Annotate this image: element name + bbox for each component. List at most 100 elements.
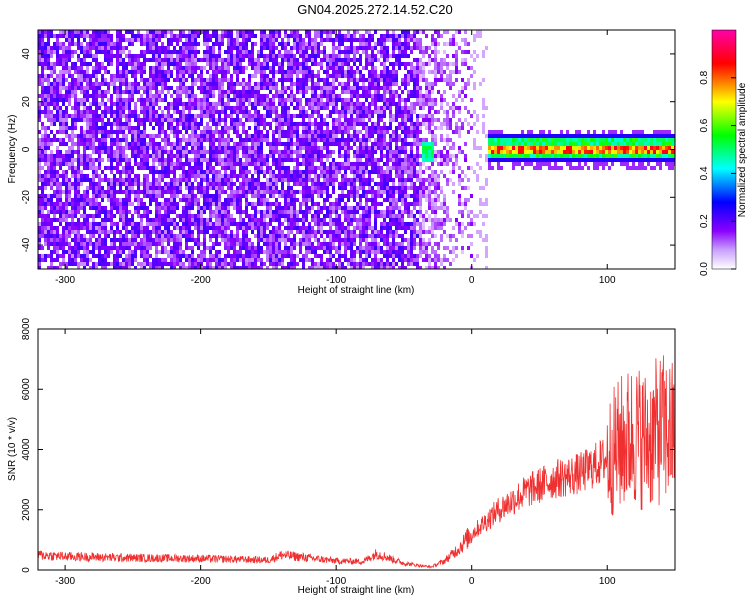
spectrogram-cell: [176, 102, 179, 106]
spectrogram-cell: [176, 162, 179, 166]
spectrogram-cell: [314, 106, 317, 110]
spectrogram-cell: [278, 254, 281, 258]
spectrogram-cell: [140, 150, 143, 154]
spectrogram-cell: [278, 66, 281, 70]
spectrogram-cell: [281, 222, 284, 226]
spectrogram-cell: [233, 70, 236, 74]
spectrogram-cell: [260, 150, 263, 154]
spectrogram-cell: [254, 34, 257, 38]
spectrogram-cell: [299, 66, 302, 70]
spectrogram-cell: [173, 134, 176, 138]
spectrogram-cell: [236, 70, 239, 74]
spectrogram-cell: [155, 38, 158, 42]
spectrogram-cell: [341, 146, 344, 150]
spectrogram-cell: [128, 230, 131, 234]
spectrogram-cell: [257, 242, 260, 246]
spectrogram-cell: [161, 266, 164, 269]
spectrogram-cell: [260, 82, 263, 86]
spectrogram-cell: [92, 250, 95, 254]
spectrogram-cell: [137, 182, 140, 186]
spectrogram-cell: [38, 234, 41, 238]
spectrogram-cell: [314, 142, 317, 146]
spectrogram-cell: [125, 198, 128, 202]
spectrogram-cell: [338, 58, 341, 62]
spectrogram-cell: [155, 134, 158, 138]
spectrogram-cell: [110, 162, 113, 166]
spectrogram-cell: [302, 50, 305, 54]
spectrogram-cell: [287, 226, 290, 230]
spectrogram-cell: [221, 190, 224, 194]
spectrogram-cell: [230, 174, 233, 178]
spectrogram-cell: [296, 170, 299, 174]
spectrogram-cell: [38, 166, 41, 170]
spectrogram-cell: [263, 230, 266, 234]
spectrogram-cell: [317, 206, 320, 210]
spectrogram-cell: [338, 94, 341, 98]
spectrogram-cell: [44, 234, 47, 238]
spectrogram-cell: [77, 114, 80, 118]
spectrogram-cell: [98, 166, 101, 170]
spectrogram-cell: [227, 242, 230, 246]
spectrogram-cell: [53, 162, 56, 166]
spectrogram-cell: [83, 234, 86, 238]
spectrogram-cell: [233, 238, 236, 242]
spectrogram-cell: [227, 30, 230, 34]
spectrogram-cell: [146, 234, 149, 238]
spectrogram-cell: [239, 34, 242, 38]
spectrogram-cell: [329, 90, 332, 94]
spectrogram-cell: [86, 110, 89, 114]
spectrogram-cell: [95, 106, 98, 110]
spectrogram-cell: [119, 154, 122, 158]
spectrogram-cell: [47, 126, 50, 130]
spectrogram-cell: [218, 162, 221, 166]
spectrogram-cell: [104, 58, 107, 62]
spectrogram-cell: [275, 250, 278, 254]
spectrogram-cell: [299, 258, 302, 262]
spectrogram-cell: [203, 190, 206, 194]
spectrogram-cell: [233, 118, 236, 122]
spectrogram-cell: [167, 218, 170, 222]
spectrogram-cell: [170, 182, 173, 186]
spectrogram-cell: [119, 186, 122, 190]
spectrogram-cell: [347, 142, 350, 146]
spectrogram-cell: [242, 90, 245, 94]
spectrogram-cell: [248, 242, 251, 246]
spectrogram-cell: [38, 186, 41, 190]
spectrogram-cell: [38, 74, 41, 78]
spectrogram-cell: [68, 50, 71, 54]
spectrogram-cell: [59, 74, 62, 78]
spectrogram-cell: [158, 150, 161, 154]
spectrogram-cell: [224, 130, 227, 134]
spectrogram-cell: [296, 86, 299, 90]
spectrogram-cell: [149, 182, 152, 186]
spectrogram-cell: [212, 222, 215, 226]
spectrogram-cell: [209, 162, 212, 166]
spectrogram-cell: [110, 250, 113, 254]
spectrogram-cell: [62, 122, 65, 126]
spectrogram-cell: [116, 202, 119, 206]
spectrogram-cell: [308, 34, 311, 38]
spectrogram-cell: [56, 162, 59, 166]
spectrogram-cell: [92, 218, 95, 222]
spectrogram-cell: [47, 110, 50, 114]
spectrogram-cell: [122, 34, 125, 38]
spectrogram-cell: [206, 150, 209, 154]
spectrogram-cell: [209, 206, 212, 210]
spectrogram-cell: [59, 190, 62, 194]
spectrogram-cell: [134, 114, 137, 118]
spectrogram-cell: [326, 74, 329, 78]
spectrogram-cell: [161, 30, 164, 34]
spectrogram-cell: [233, 46, 236, 50]
spectrogram-cell: [131, 126, 134, 130]
spectrogram-cell: [173, 186, 176, 190]
spectrogram-cell: [290, 58, 293, 62]
spectrogram-cell: [227, 182, 230, 186]
spectrogram-cell: [242, 46, 245, 50]
spectrogram-cell: [299, 54, 302, 58]
spectrogram-cell: [116, 86, 119, 90]
spectrogram-cell: [302, 134, 305, 138]
spectrogram-cell: [62, 34, 65, 38]
spectrogram-cell: [251, 46, 254, 50]
spectrogram-cell: [152, 178, 155, 182]
spectrogram-cell: [101, 82, 104, 86]
